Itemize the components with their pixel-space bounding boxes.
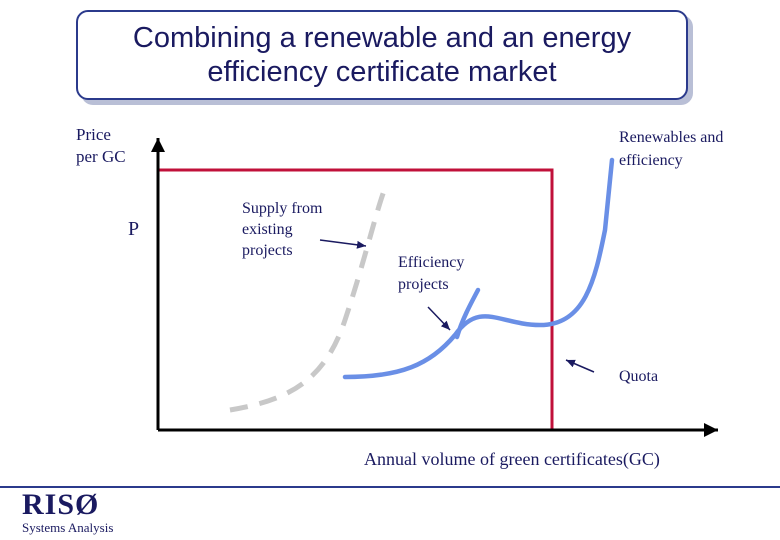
existing-supply-curve [229, 187, 388, 413]
supply-existing-line-1: Supply from [242, 200, 323, 217]
supply-existing-line-2: existing [242, 221, 293, 238]
supply-existing-label: Supply from existing projects [242, 198, 322, 261]
footer-rule [0, 486, 780, 488]
renewables-efficiency-line-1: Renewables and [619, 129, 724, 146]
quota-price-frame [158, 168, 554, 430]
logo-subtitle: Systems Analysis [22, 520, 114, 535]
renewables-efficiency-line-2: efficiency [619, 152, 683, 169]
price-marker: P [128, 218, 140, 240]
efficiency-projects-line-2: projects [398, 276, 449, 293]
y-axis-label-line-2: per GC [76, 147, 126, 166]
quota-arrow [565, 359, 595, 373]
title-line-1: Combining a renewable and an energy [132, 22, 632, 54]
supply-existing-line-3: projects [242, 242, 293, 259]
efficiency-projects-curve [454, 287, 481, 340]
title-box: Combining a renewable and an energy effi… [76, 10, 688, 100]
efficiency-projects-arrow [427, 306, 451, 331]
renewables-efficiency-label: Renewables and efficiency [619, 126, 723, 172]
y-axis-label-line-1: Price [76, 125, 111, 144]
quota-label: Quota [619, 368, 659, 385]
x-axis-label: Annual volume of green certificates(GC) [364, 449, 660, 469]
renewables-efficiency-curve [342, 157, 615, 380]
y-axis-label: Price per GC [76, 124, 126, 168]
efficiency-projects-label: Efficiency projects [398, 252, 464, 296]
riso-logo: RISØ [22, 488, 100, 521]
title-line-2: efficiency certificate market [207, 56, 557, 88]
supply-existing-arrow [319, 239, 367, 249]
efficiency-projects-line-1: Efficiency [398, 254, 465, 271]
